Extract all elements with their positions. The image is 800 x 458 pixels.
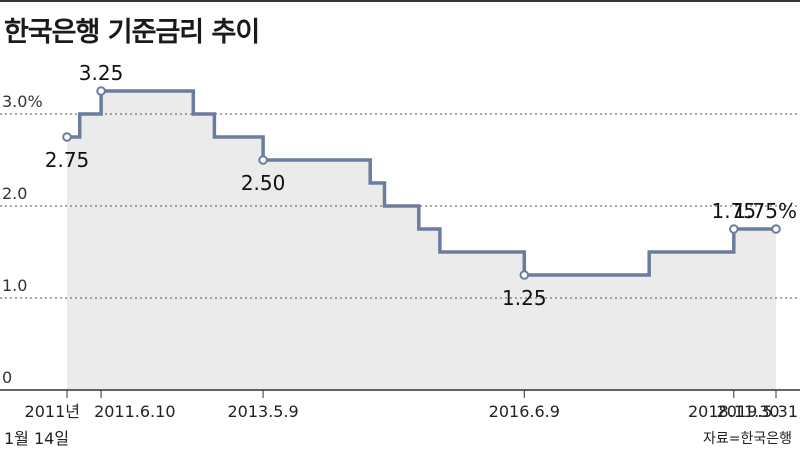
data-label: 1.75 <box>712 199 757 223</box>
top-rule <box>0 0 800 2</box>
source-note: 자료=한국은행 <box>702 431 792 447</box>
data-label: 1.25 <box>502 286 547 310</box>
data-label: 2.75 <box>45 148 90 172</box>
data-point <box>771 224 781 234</box>
y-tick-label: 2.0 <box>2 184 27 203</box>
chart-title: 한국은행 기준금리 추이 <box>4 17 260 48</box>
data-point <box>96 86 106 96</box>
data-point <box>62 132 72 142</box>
x-tick-label: 2011년 <box>25 402 80 421</box>
data-label: 2.50 <box>241 171 286 195</box>
x-tick-label: 2011.6.10 <box>94 402 175 421</box>
rate-step-line <box>67 89 776 277</box>
x-tick-label: 2019.5.31 <box>717 402 798 421</box>
data-point <box>258 155 268 165</box>
y-tick-label: 0 <box>2 368 12 387</box>
x-tick-label: 2018.11.30 <box>688 402 780 421</box>
x-tick-label: 2013.5.9 <box>227 402 298 421</box>
area-fill <box>67 91 776 390</box>
data-point <box>729 224 739 234</box>
x-tick-label: 2016.6.9 <box>489 402 560 421</box>
data-label: 3.25 <box>79 61 124 85</box>
y-tick-label: 1.0 <box>2 276 27 295</box>
x-tick-label: 1월 14일 <box>4 429 69 448</box>
data-point <box>519 270 530 280</box>
y-tick-label: 3.0% <box>2 92 43 111</box>
data-label: 1.75% <box>733 199 797 223</box>
